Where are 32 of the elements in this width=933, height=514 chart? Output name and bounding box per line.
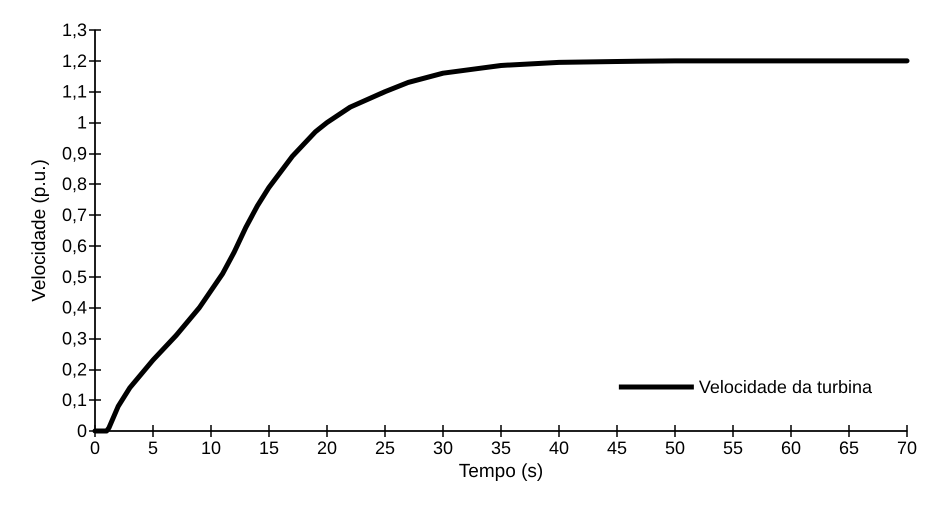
x-tick-label: 5 [148,438,158,458]
y-tick-label: 0 [76,421,87,441]
x-tick-label: 60 [780,438,802,458]
x-tick-label: 70 [896,438,918,458]
y-tick-label: 0,3 [62,328,87,348]
y-tick-label: 1,3 [62,20,87,40]
x-tick-label: 35 [490,438,512,458]
x-tick-label: 45 [606,438,628,458]
y-tick-label: 1 [76,112,87,133]
x-tick-label: 0 [90,438,100,458]
x-tick-label: 30 [432,438,454,458]
legend-label: Velocidade da turbina [698,377,873,397]
y-tick-label: 0,8 [62,174,87,194]
y-tick-label: 0,7 [62,205,87,226]
y-tick-label: 0,6 [62,236,87,256]
y-tick-label: 0,5 [62,266,87,287]
x-tick-label: 50 [664,438,686,458]
y-tick-label: 0,4 [62,298,87,318]
y-tick-label: 1,2 [62,50,87,71]
y-axis-title: Velocidade (p.u.) [29,159,50,302]
x-tick-label: 55 [722,438,744,458]
x-tick-label: 10 [200,438,222,458]
y-tick-label: 0,2 [62,359,87,380]
y-tick-label: 0,9 [62,143,87,164]
y-tick-label: 0,1 [62,390,87,410]
x-tick-label: 25 [374,438,396,458]
x-tick-label: 40 [548,438,570,458]
x-tick-label: 65 [838,438,860,458]
x-axis-title: Tempo (s) [458,460,544,482]
y-tick-label: 1,1 [62,82,87,102]
x-tick-label: 20 [316,438,338,458]
x-tick-label: 15 [258,438,280,458]
